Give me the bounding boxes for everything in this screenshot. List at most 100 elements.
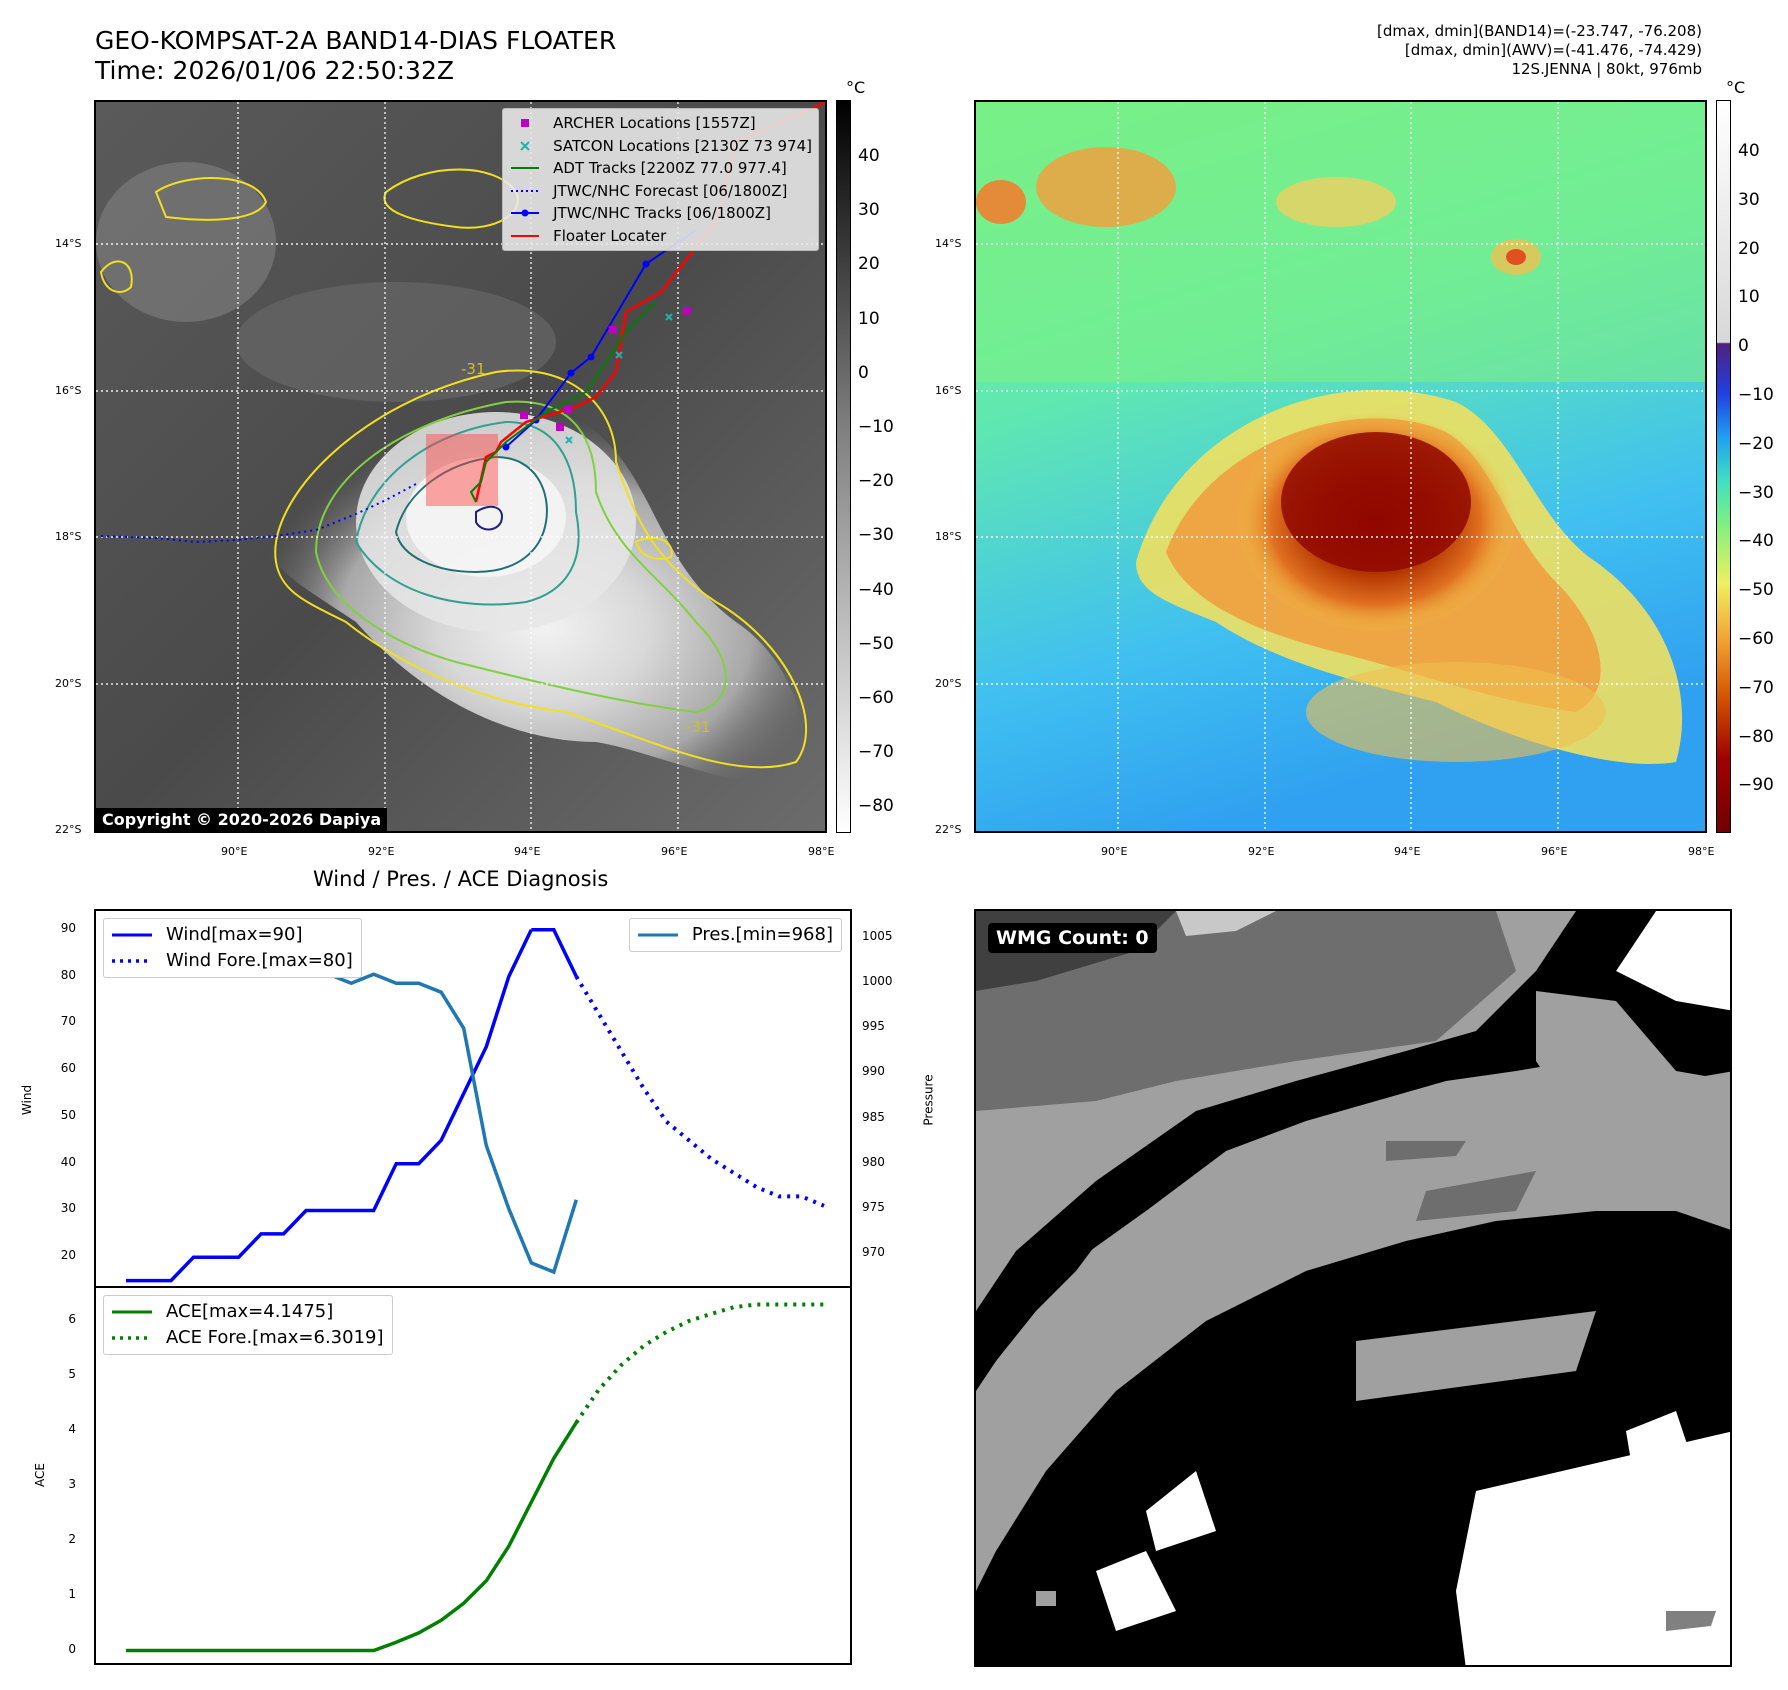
storm-info: [dmax, dmin](BAND14)=(-23.747, -76.208)[… <box>1377 22 1702 78</box>
ir-colorbar-tick-label: −50 <box>858 633 894 654</box>
wind-ticks-label: 30 <box>60 1201 76 1216</box>
contour-label-2: -31 <box>686 718 711 736</box>
pressure-axis-label: Pressure <box>921 1074 936 1126</box>
ace-legend: ACE[max=4.1475] ACE Fore.[max=6.3019] <box>103 1295 393 1355</box>
legend-item-jtwc-forecast: JTWC/NHC Forecast [06/1800Z] <box>511 181 788 200</box>
enh-colorbar-tick-label: −70 <box>1738 677 1774 698</box>
ace-forecast-line <box>574 1302 824 1424</box>
enhanced-image-panel <box>974 100 1707 833</box>
legend-item-archer: ARCHER Locations [1557Z] <box>511 112 812 135</box>
wmg-panel: WMG Count: 0 <box>974 909 1732 1667</box>
contour-label: -31 <box>461 360 486 378</box>
enh-colorbar-tick-label: 10 <box>1738 287 1760 308</box>
lat-label: 22°S <box>55 823 82 836</box>
enh-colorbar-tick-label: −50 <box>1738 580 1774 601</box>
enh-colorbar-tick-label: 30 <box>1738 189 1760 210</box>
pres-ticks-label: 1005 <box>862 929 893 944</box>
legend-ace-fore: ACE Fore.[max=6.3019] <box>112 1327 384 1348</box>
ir-colorbar-tick-label: −80 <box>858 796 894 817</box>
lat-label: 14°S <box>55 237 82 250</box>
ir-colorbar-tick-label: −70 <box>858 742 894 763</box>
legend-wind-fore: Wind Fore.[max=80] <box>112 950 353 971</box>
ir-colorbar-tick-label: −10 <box>858 417 894 437</box>
pres-ticks-label: 980 <box>862 1154 885 1169</box>
enh-colorbar-tick-label: 0 <box>1738 336 1749 357</box>
wind-ticks-label: 60 <box>60 1061 76 1076</box>
lat-label: 18°S <box>55 530 82 543</box>
ace-ticks-label: 6 <box>68 1311 76 1326</box>
ir-colorbar-tick-label: 10 <box>858 308 880 329</box>
enh-colorbar-tick-label: −80 <box>1738 726 1774 747</box>
wind-ticks-label: 80 <box>60 967 76 982</box>
ir-colorbar-unit: °C <box>846 78 866 97</box>
wind-ticks-label: 70 <box>60 1014 76 1029</box>
ace-ticks-label: 5 <box>68 1366 76 1381</box>
legend-pressure: Pres.[min=968] <box>637 924 833 945</box>
lat-label: 18°S <box>935 530 962 543</box>
wind-legend: Wind[max=90] Wind Fore.[max=80] <box>103 918 362 978</box>
pressure-legend: Pres.[min=968] <box>628 918 842 952</box>
lon-label: 90°E <box>1101 845 1128 858</box>
lon-label: 96°E <box>1541 845 1568 858</box>
ir-colorbar-tick-label: −60 <box>858 688 894 708</box>
enh-colorbar-tick-label: −60 <box>1738 629 1774 649</box>
map-legend: ARCHER Locations [1557Z] SATCON Location… <box>502 108 819 251</box>
wind-ticks-label: 40 <box>60 1154 76 1169</box>
legend-wind: Wind[max=90] <box>112 924 303 945</box>
lon-label: 94°E <box>514 845 541 858</box>
ir-colorbar <box>836 100 851 833</box>
adt-track <box>469 301 657 503</box>
enhanced-image <box>976 102 1705 831</box>
legend-item-jtwc-tracks: JTWC/NHC Tracks [06/1800Z] <box>511 202 812 225</box>
lat-label: 16°S <box>55 384 82 397</box>
enh-colorbar-tick-label: 20 <box>1738 238 1760 259</box>
wind-series-line <box>126 928 533 1283</box>
lon-label: 98°E <box>1688 845 1715 858</box>
lat-label: 14°S <box>935 237 962 250</box>
wind-pressure-panel: Wind[max=90] Wind Fore.[max=80] Pres.[mi… <box>94 909 852 1288</box>
ace-ticks-label: 3 <box>68 1476 76 1491</box>
lon-label: 92°E <box>1248 845 1275 858</box>
ir-colorbar-tick-label: 40 <box>858 146 880 166</box>
lat-label: 20°S <box>55 677 82 690</box>
legend-item-floater: Floater Locater <box>511 226 667 245</box>
wind-forecast-line <box>574 975 825 1208</box>
enhanced-colorbar <box>1716 100 1731 833</box>
jtwc-forecast-track <box>100 483 417 544</box>
ace-panel: ACE[max=4.1475] ACE Fore.[max=6.3019] <box>94 1286 852 1665</box>
enh-colorbar-tick-label: −90 <box>1738 775 1774 796</box>
wind-axis-label: Wind <box>20 1084 35 1116</box>
enh-colorbar-tick-label: −10 <box>1738 385 1774 405</box>
lon-label: 98°E <box>808 845 835 858</box>
ir-colorbar-tick-label: −40 <box>858 579 894 600</box>
copyright-badge: Copyright © 2020-2026 Dapiya <box>96 808 388 831</box>
lon-label: 94°E <box>1394 845 1421 858</box>
ace-ticks-label: 2 <box>68 1531 76 1546</box>
jtwc-track <box>505 229 697 448</box>
pres-ticks-label: 1000 <box>862 974 893 989</box>
ace-axis-label: ACE <box>32 1463 47 1487</box>
ir-image-panel: -31 -31 Copyright © 2020-2026 Dapiya ARC… <box>94 100 827 833</box>
lat-label: 16°S <box>935 384 962 397</box>
ace-ticks-label: 1 <box>68 1586 76 1601</box>
wind-ticks-label: 20 <box>60 1248 76 1263</box>
diagnosis-title: Wind / Pres. / ACE Diagnosis <box>313 867 609 891</box>
ir-colorbar-tick-label: −20 <box>858 471 894 492</box>
pres-ticks-label: 975 <box>862 1199 885 1214</box>
lat-label: 22°S <box>935 823 962 836</box>
ace-ticks-label: 4 <box>68 1421 76 1436</box>
wind-ticks-label: 90 <box>60 920 76 935</box>
legend-item-adt: ADT Tracks [2200Z 77.0 977.4] <box>511 159 787 177</box>
ir-colorbar-tick-label: −30 <box>858 525 894 546</box>
ir-colorbar-tick-label: 30 <box>858 200 880 221</box>
lon-label: 96°E <box>661 845 688 858</box>
ace-chart <box>126 1302 824 1653</box>
lon-label: 90°E <box>221 845 248 858</box>
figure-title: GEO-KOMPSAT-2A BAND14-DIAS FLOATER Time: … <box>95 26 617 85</box>
pres-ticks-label: 990 <box>862 1064 885 1079</box>
legend-ace: ACE[max=4.1475] <box>112 1301 334 1322</box>
pres-ticks-label: 995 <box>862 1019 885 1034</box>
floater-box <box>426 434 498 506</box>
enh-colorbar-tick-label: −30 <box>1738 482 1774 503</box>
enh-colorbar-unit: °C <box>1726 78 1746 97</box>
